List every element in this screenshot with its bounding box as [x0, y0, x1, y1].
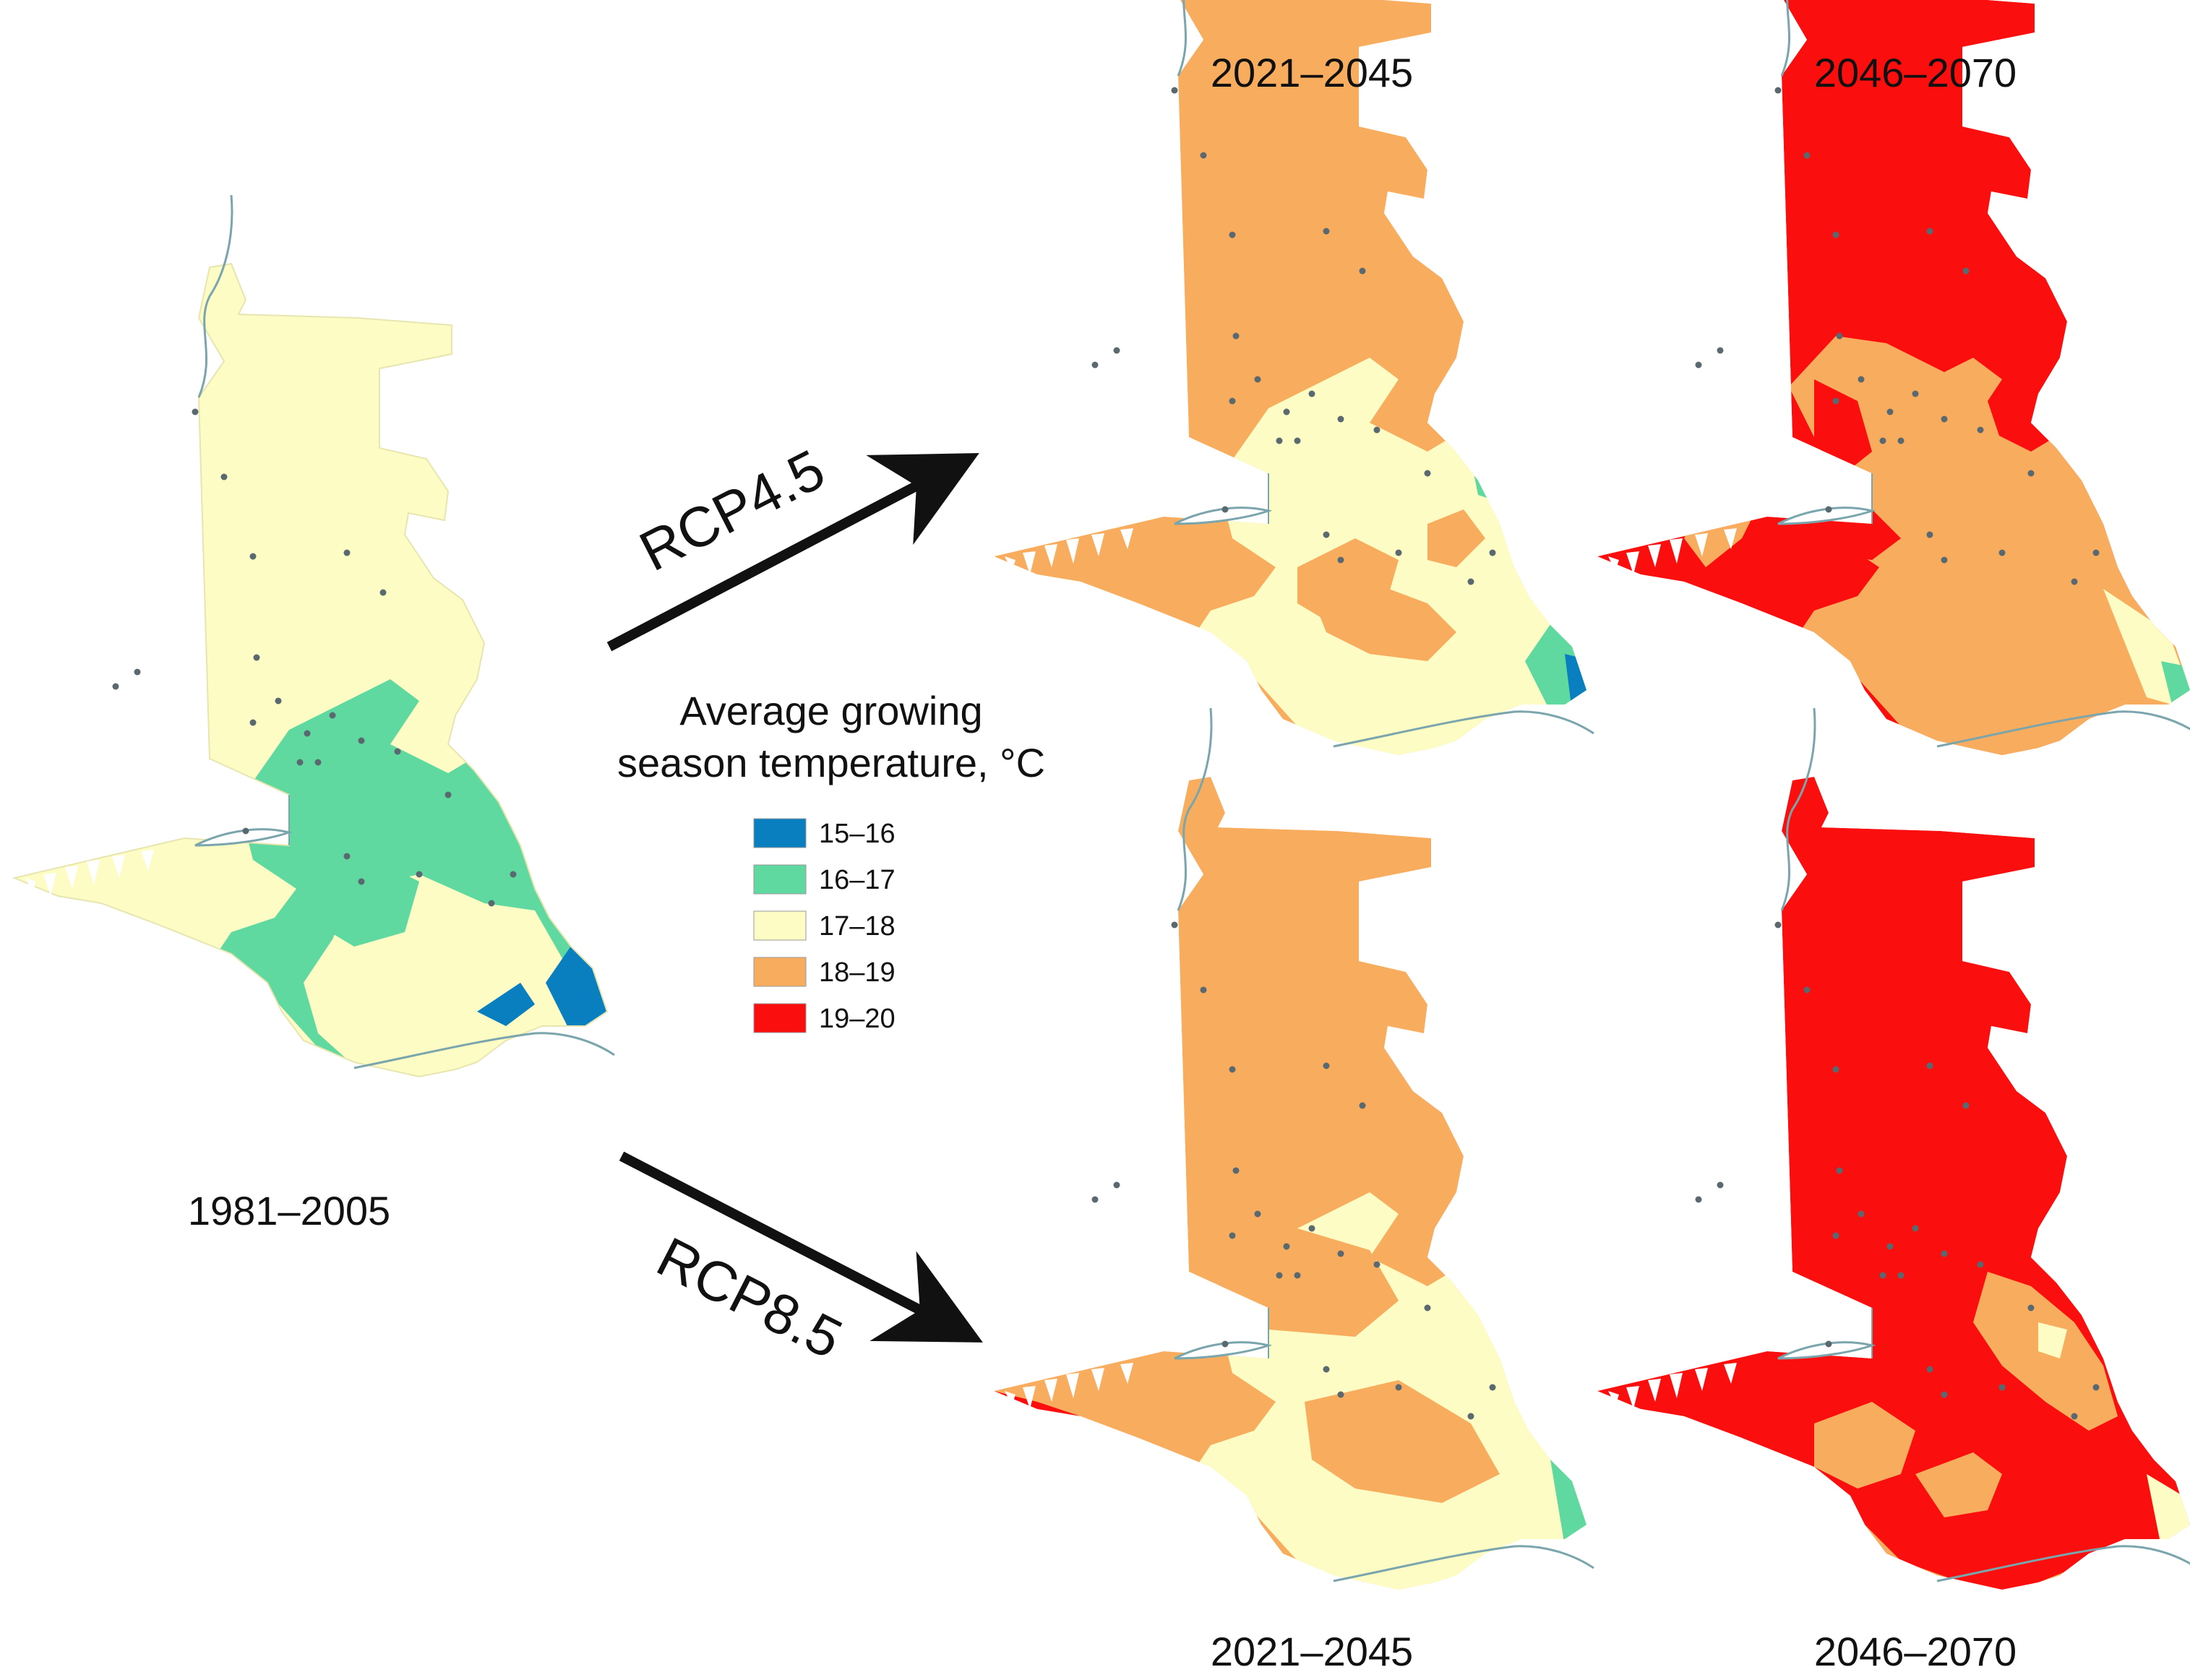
- map-baseline: [14, 194, 616, 1077]
- legend-title-line2: season temperature, °C: [617, 740, 1045, 785]
- period-label-rcp45-far: 2046–2070: [1814, 50, 2017, 95]
- legend-label-16–17: 16–17: [819, 865, 896, 895]
- legend-swatch-19–20: [753, 1003, 807, 1033]
- map-rcp85-near: [994, 707, 1595, 1590]
- legend-swatch-16–17: [753, 864, 807, 895]
- map-rcp45-near: [994, 0, 1595, 755]
- legend-label-15–16: 15–16: [819, 819, 896, 849]
- scenario-label-rcp85: RCP8.5: [648, 1225, 852, 1371]
- arrow-rcp85: [619, 1151, 983, 1343]
- period-label-rcp45-near: 2021–2045: [1211, 50, 1413, 95]
- legend-swatch-18–19: [753, 957, 807, 987]
- period-label-rcp85-near: 2021–2045: [1211, 1629, 1413, 1674]
- legend-label-17–18: 17–18: [819, 911, 896, 942]
- legend-label-19–20: 19–20: [819, 1004, 896, 1034]
- legend-label-18–19: 18–19: [819, 957, 896, 988]
- scenario-label-rcp45: RCP4.5: [630, 437, 834, 583]
- legend-swatch-17–18: [753, 910, 807, 941]
- map-rcp85-far: [1597, 707, 2190, 1590]
- legend-title-line1: Average growing: [679, 688, 982, 733]
- legend: Average growing season temperature, °C 1…: [617, 688, 1045, 1034]
- period-label-rcp85-far: 2046–2070: [1814, 1629, 2017, 1674]
- legend-swatch-15–16: [753, 818, 807, 848]
- arrow-rcp45: [606, 453, 979, 652]
- map-rcp45-far: [1597, 0, 2190, 755]
- period-label-baseline: 1981–2005: [188, 1188, 390, 1233]
